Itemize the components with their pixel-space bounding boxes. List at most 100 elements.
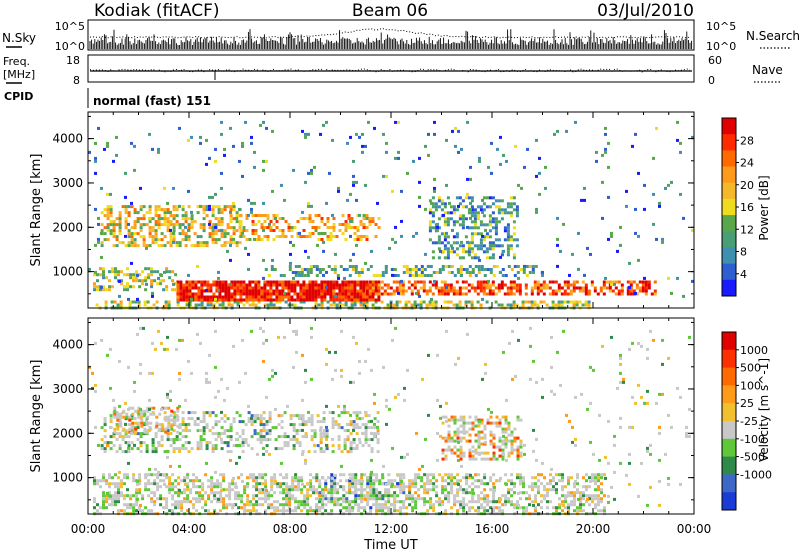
heatmap-cell [519,445,523,449]
heatmap-cell [174,479,178,483]
heatmap-cell [385,141,388,145]
heatmap-cell [351,482,355,486]
heatmap-cell [287,223,291,226]
heatmap-cell [171,494,175,498]
heatmap-cell [184,447,188,451]
heatmap-cell [322,273,325,277]
heatmap-cell [146,415,150,419]
heatmap-cell [349,432,353,436]
heatmap-cell [333,488,337,492]
heatmap-cell [342,488,346,492]
heatmap-cell [582,503,585,507]
heatmap-cell [450,415,454,419]
heatmap-cell [489,476,493,480]
heatmap-cell [223,208,227,212]
heatmap-cell [187,226,191,230]
heatmap-cell [306,503,310,507]
heatmap-cell [268,411,272,415]
heatmap-cell [444,454,448,458]
heatmap-cell [579,506,582,510]
heatmap-cell [300,500,304,504]
heatmap-cell [308,280,312,284]
heatmap-cell [593,286,597,290]
heatmap-cell [467,250,471,254]
heatmap-cell [224,280,228,284]
heatmap-cell [159,494,163,498]
heatmap-cell [300,488,304,492]
heatmap-cell [322,240,325,244]
heatmap-cell [461,226,465,230]
heatmap-cell [335,292,339,296]
heatmap-cell [452,250,456,254]
heatmap-cell [480,482,484,486]
heatmap-cell [199,141,202,145]
nave-tick-top: 60 [708,54,722,67]
heatmap-cell [184,235,188,239]
heatmap-cell [290,289,294,293]
heatmap-cell [321,488,325,492]
heatmap-cell [297,485,301,489]
heatmap-cell [140,424,144,428]
heatmap-cell [499,162,502,166]
heatmap-cell [676,138,679,142]
heatmap-cell [266,298,270,302]
heatmap-cell [149,412,153,416]
heatmap-cell [400,234,403,238]
heatmap-cell [106,238,110,242]
heatmap-cell [449,250,453,254]
heatmap-cell [221,300,225,304]
heatmap-cell [567,479,570,483]
heatmap-cell [135,500,139,504]
heatmap-cell [341,214,345,217]
heatmap-cell [540,482,543,486]
heatmap-cell [294,509,298,513]
heatmap-cell [479,223,483,227]
heatmap-cell [204,491,208,495]
heatmap-cell [572,286,576,290]
heatmap-cell [133,238,137,242]
heatmap-cell [534,506,537,510]
heatmap-cell [177,494,181,498]
heatmap-cell [112,159,115,163]
heatmap-cell [358,441,362,445]
heatmap-cell [202,414,206,418]
heatmap-cell [504,442,508,446]
heatmap-cell [343,447,347,451]
heatmap-cell [328,171,331,175]
heatmap-cell [151,226,155,230]
heatmap-cell [338,283,342,287]
heatmap-cell [432,488,436,492]
heatmap-cell [437,241,441,245]
heatmap-cell [294,476,298,480]
heatmap-cell [118,435,122,439]
heatmap-cell [441,491,445,495]
heatmap-cell [572,300,576,304]
heatmap-cell [372,503,376,507]
heatmap-cell [480,457,484,461]
heatmap-cell [157,276,160,280]
heatmap-cell [259,441,263,445]
heatmap-cell [339,497,343,501]
heatmap-cell [229,205,233,209]
heatmap-cell [233,298,237,302]
heatmap-cell [231,506,235,510]
heatmap-cell [375,500,379,504]
heatmap-cell [580,198,583,202]
heatmap-cell [214,432,218,436]
heatmap-cell [432,503,436,507]
heatmap-cell [260,238,264,241]
heatmap-cell [521,300,525,304]
heatmap-cell [331,411,335,415]
heatmap-cell [504,503,508,507]
heatmap-cell [298,444,302,448]
heatmap-cell [178,447,182,451]
heatmap-cell [362,295,366,299]
heatmap-cell [317,292,321,296]
heatmap-cell [175,208,179,212]
heatmap-cell [559,249,562,253]
heatmap-cell [103,417,107,421]
heatmap-cell [294,479,298,483]
heatmap-cell [157,208,161,212]
heatmap-cell [169,235,173,239]
heatmap-cell [251,232,255,235]
